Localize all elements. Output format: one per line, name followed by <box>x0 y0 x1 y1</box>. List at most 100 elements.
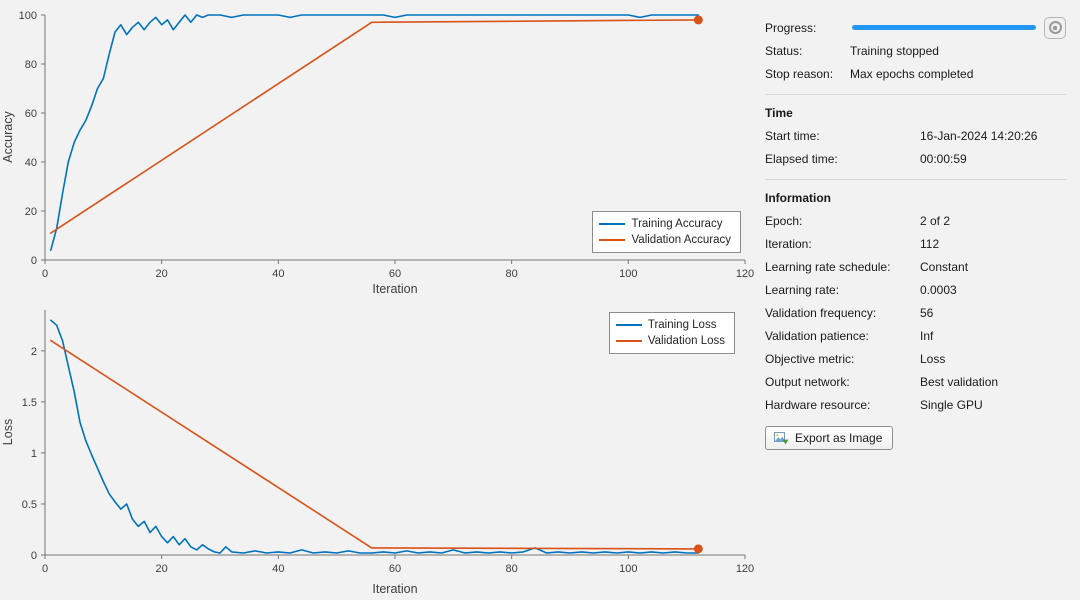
svg-text:2: 2 <box>31 346 37 358</box>
svg-text:60: 60 <box>25 108 37 120</box>
progress-bar <box>852 25 1036 30</box>
loss-chart-canvas: Loss Iteration 0 20 40 60 80 100 120 0 0.5 1 1.5 2 <box>1 310 754 596</box>
legend-label-training-loss: Training Loss <box>647 319 717 331</box>
charts-column: Accuracy Iteration 0 20 40 60 80 100 120 0 20 40 6… <box>0 0 755 600</box>
svg-text:0: 0 <box>42 268 48 280</box>
validation-patience-value: Inf <box>920 328 934 343</box>
output-network-value: Best validation <box>920 374 999 389</box>
svg-text:80: 80 <box>506 268 518 280</box>
svg-text:0: 0 <box>31 550 37 562</box>
iteration-row: Iteration: 112 <box>765 232 1066 255</box>
svg-text:40: 40 <box>25 157 37 169</box>
learning-rate-schedule-label: Learning rate schedule: <box>765 259 891 274</box>
epoch-label: Epoch: <box>765 213 803 228</box>
legend-item-validation-accuracy: Validation Accuracy <box>599 232 731 248</box>
export-as-image-icon <box>774 432 789 445</box>
svg-text:100: 100 <box>619 563 637 575</box>
export-as-image-button[interactable]: Export as Image <box>765 426 894 450</box>
accuracy-x-axis-label: Iteration <box>372 282 417 296</box>
legend-label-validation-accuracy: Validation Accuracy <box>631 234 731 246</box>
accuracy-chart: Accuracy Iteration 0 20 40 60 80 100 120 0 20 40 6… <box>0 0 755 300</box>
information-section: Information Epoch: 2 of 2 Iteration: 112… <box>765 179 1066 450</box>
svg-text:80: 80 <box>25 59 37 71</box>
hardware-resource-value: Single GPU <box>920 397 983 412</box>
svg-text:100: 100 <box>619 268 637 280</box>
validation-accuracy-line <box>49 19 700 234</box>
stop-icon <box>1048 21 1062 34</box>
stop-reason-label: Stop reason: <box>765 66 834 81</box>
svg-text:1.5: 1.5 <box>22 397 37 409</box>
training-loss-line-swatch <box>615 324 642 326</box>
start-time-value: 16-Jan-2024 14:20:26 <box>920 128 1038 143</box>
svg-text:40: 40 <box>272 268 284 280</box>
validation-frequency-row: Validation frequency: 56 <box>765 301 1066 324</box>
stop-reason-value: Max epochs completed <box>850 66 974 81</box>
accuracy-chart-canvas: Accuracy Iteration 0 20 40 60 80 100 120 0 20 40 6… <box>1 10 755 296</box>
learning-rate-row: Learning rate: 0.0003 <box>765 278 1066 301</box>
status-label: Status: <box>765 43 803 58</box>
progress-bar-fill <box>852 25 1036 30</box>
objective-metric-row: Objective metric: Loss <box>765 347 1066 370</box>
legend-item-training-accuracy: Training Accuracy <box>599 216 731 232</box>
learning-rate-schedule-row: Learning rate schedule: Constant <box>765 255 1066 278</box>
svg-text:120: 120 <box>736 268 754 280</box>
start-time-label: Start time: <box>765 128 820 143</box>
loss-y-axis-label: Loss <box>1 419 15 445</box>
svg-text:0: 0 <box>42 563 48 575</box>
stop-button[interactable] <box>1044 16 1066 39</box>
stop-reason-row: Stop reason: Max epochs completed <box>765 62 1066 85</box>
validation-loss-line <box>49 339 700 550</box>
learning-rate-value: 0.0003 <box>920 282 957 297</box>
time-section-header: Time <box>765 106 793 120</box>
time-section: Time Start time: 16-Jan-2024 14:20:26 El… <box>765 94 1066 170</box>
elapsed-time-value: 00:00:59 <box>920 151 967 166</box>
information-section-header: Information <box>765 191 831 205</box>
validation-patience-label: Validation patience: <box>765 328 869 343</box>
svg-text:20: 20 <box>156 268 168 280</box>
accuracy-axes: 0 20 40 60 80 100 120 0 20 40 60 80 100 <box>19 10 755 280</box>
start-time-row: Start time: 16-Jan-2024 14:20:26 <box>765 124 1066 147</box>
accuracy-legend: Training Accuracy Validation Accuracy <box>592 211 741 253</box>
progress-row: Progress: <box>765 16 1066 39</box>
validation-accuracy-end-marker <box>693 15 703 25</box>
objective-metric-label: Objective metric: <box>765 351 855 366</box>
accuracy-y-axis-label: Accuracy <box>1 111 15 163</box>
export-as-image-label: Export as Image <box>795 431 883 445</box>
epoch-row: Epoch: 2 of 2 <box>765 209 1066 232</box>
info-panel: Progress: Status: Training stopped Stop … <box>755 0 1080 600</box>
status-value: Training stopped <box>850 43 939 58</box>
output-network-label: Output network: <box>765 374 850 389</box>
legend-label-training-accuracy: Training Accuracy <box>631 218 723 230</box>
svg-text:60: 60 <box>389 268 401 280</box>
svg-text:100: 100 <box>19 10 37 22</box>
training-loss-line <box>49 319 700 554</box>
learning-rate-label: Learning rate: <box>765 282 840 297</box>
learning-rate-schedule-value: Constant <box>920 259 969 274</box>
svg-text:60: 60 <box>389 563 401 575</box>
loss-chart: Loss Iteration 0 20 40 60 80 100 120 0 0.5 1 1.5 2 … <box>0 300 755 600</box>
output-network-row: Output network: Best validation <box>765 370 1066 393</box>
legend-item-validation-loss: Validation Loss <box>615 333 725 349</box>
epoch-value: 2 of 2 <box>920 213 951 228</box>
hardware-resource-row: Hardware resource: Single GPU <box>765 393 1066 416</box>
training-accuracy-line-swatch <box>599 223 626 225</box>
loss-axes: 0 20 40 60 80 100 120 0 0.5 1 1.5 2 <box>22 310 754 575</box>
svg-text:1: 1 <box>31 448 37 460</box>
validation-accuracy-line-swatch <box>599 239 626 241</box>
svg-text:80: 80 <box>506 563 518 575</box>
validation-frequency-label: Validation frequency: <box>765 305 877 320</box>
legend-label-validation-loss: Validation Loss <box>647 335 725 347</box>
objective-metric-value: Loss <box>920 351 946 366</box>
elapsed-time-label: Elapsed time: <box>765 151 838 166</box>
validation-loss-end-marker <box>693 544 703 554</box>
svg-text:120: 120 <box>736 563 754 575</box>
elapsed-time-row: Elapsed time: 00:00:59 <box>765 147 1066 170</box>
svg-text:40: 40 <box>272 563 284 575</box>
loss-legend: Training Loss Validation Loss <box>608 312 735 354</box>
hardware-resource-label: Hardware resource: <box>765 397 871 412</box>
training-accuracy-line <box>49 14 700 251</box>
status-row: Status: Training stopped <box>765 39 1066 62</box>
svg-text:0.5: 0.5 <box>22 499 37 511</box>
svg-text:0: 0 <box>31 255 37 267</box>
